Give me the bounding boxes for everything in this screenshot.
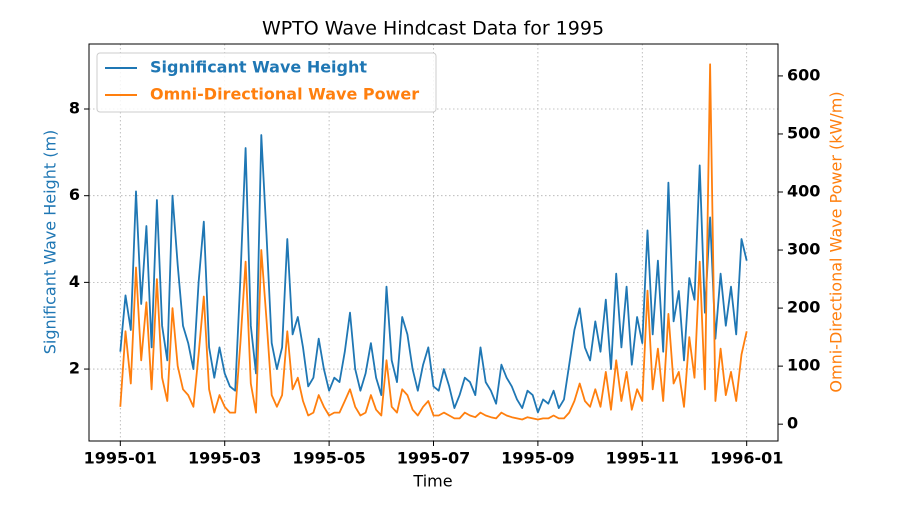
legend: Significant Wave Height Omni-Directional … — [96, 52, 437, 113]
x-tick-label: 1995-01 — [84, 449, 157, 468]
y-tick-label: 4 — [69, 272, 80, 291]
plot-frame — [88, 43, 779, 442]
legend-label: Significant Wave Height — [150, 58, 367, 77]
y2-tick-label: 400 — [787, 182, 820, 201]
y-tick-label: 8 — [69, 99, 80, 118]
chart-title: WPTO Wave Hindcast Data for 1995 — [262, 18, 604, 40]
x-tick-label: 1995-09 — [501, 449, 574, 468]
x-tick-label: 1996-01 — [710, 449, 783, 468]
x-tick-label: 1995-07 — [397, 449, 470, 468]
data-line — [119, 63, 748, 421]
y-tick-label: 6 — [69, 185, 80, 204]
y2-tick-label: 500 — [787, 123, 820, 142]
data-line — [119, 134, 748, 414]
x-axis-label: Time — [412, 472, 452, 491]
x-tick-label: 1995-05 — [292, 449, 365, 468]
y2-tick-label: 0 — [787, 414, 798, 433]
y-axis-label: Significant Wave Height (m) — [41, 130, 60, 355]
y2-tick-label: 200 — [787, 298, 820, 317]
legend-label: Omni-Directional Wave Power — [150, 85, 419, 104]
y2-axis-label: Omni-Directional Wave Power (kW/m) — [827, 91, 846, 392]
y2-tick-label: 100 — [787, 356, 820, 375]
legend-box — [96, 52, 437, 113]
y2-tick-label: 600 — [787, 65, 820, 84]
y-tick-label: 2 — [69, 359, 80, 378]
y2-tick-label: 300 — [787, 240, 820, 259]
x-tick-label: 1995-11 — [606, 449, 679, 468]
x-tick-label: 1995-03 — [188, 449, 261, 468]
